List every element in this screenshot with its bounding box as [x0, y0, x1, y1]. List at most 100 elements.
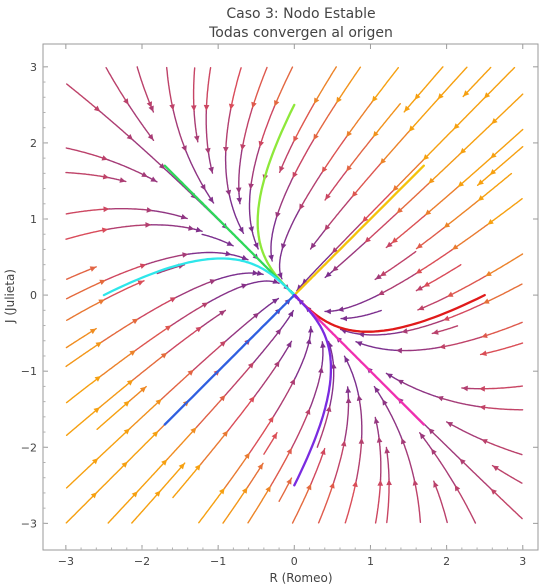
stream-arrow: [148, 105, 154, 112]
stream-arrow: [408, 125, 415, 132]
stream-line: [65, 457, 99, 489]
stream-line: [99, 379, 134, 408]
stream-arrow: [376, 436, 383, 443]
stream-arrow: [195, 226, 203, 233]
stream-arrow: [382, 399, 388, 406]
stream-arrow: [92, 458, 99, 465]
stream-line: [224, 451, 251, 489]
stream-line: [251, 66, 268, 109]
stream-arrow: [306, 483, 312, 491]
stream-arrow: [386, 241, 393, 248]
stream-line: [258, 105, 276, 148]
stream-arrow: [274, 100, 280, 107]
stream-arrow: [351, 190, 358, 198]
stream-arrow: [187, 369, 194, 376]
stream-line: [224, 361, 255, 396]
stream-line: [166, 426, 198, 461]
stream-line: [241, 107, 253, 151]
y-tick-label: 1: [30, 213, 37, 226]
stream-line: [224, 152, 231, 197]
stream-line: [446, 421, 482, 441]
stream-line: [331, 242, 366, 273]
stream-arrow: [147, 133, 154, 141]
chart-subtitle: Todas convergen al origen: [208, 25, 393, 41]
stream-line: [105, 263, 147, 281]
stream-line: [377, 273, 417, 296]
stream-arrow: [378, 290, 385, 296]
stream-arrow: [479, 385, 485, 392]
stream-arrow: [306, 338, 312, 345]
stream-line: [99, 110, 134, 141]
stream-line: [345, 136, 374, 173]
stream-line: [437, 66, 468, 101]
stream-arrow: [392, 185, 399, 192]
stream-arrow: [396, 207, 403, 214]
stream-arrow: [457, 181, 465, 188]
stream-arrow: [490, 488, 497, 495]
stream-line: [248, 188, 254, 234]
stream-arrow: [238, 226, 244, 234]
stream-line: [270, 447, 293, 487]
stream-line: [229, 67, 242, 111]
stream-arrow: [358, 437, 365, 444]
stream-line: [446, 275, 486, 298]
stream-arrow: [332, 265, 339, 272]
stream-arrow: [146, 101, 152, 108]
stream-line: [65, 147, 109, 161]
stream-line: [490, 488, 523, 520]
stream-line: [228, 195, 245, 234]
stream-line: [454, 484, 477, 524]
stream-arrow: [203, 104, 210, 111]
stream-line: [458, 457, 492, 490]
stream-line: [395, 346, 440, 352]
stream-line: [477, 172, 513, 202]
stream-line: [313, 66, 337, 105]
stream-line: [96, 400, 131, 430]
stream-line: [65, 279, 107, 300]
stream-arrow: [401, 438, 407, 445]
stream-arrow: [330, 362, 337, 369]
stream-arrow: [154, 490, 161, 497]
stream-arrow: [346, 130, 352, 138]
stream-arrow: [145, 222, 152, 228]
stream-arrow: [371, 95, 378, 103]
stream-arrow: [275, 328, 282, 335]
stream-line: [459, 123, 493, 155]
plot-frame: [42, 43, 539, 551]
stream-arrow: [253, 242, 259, 249]
stream-arrow: [416, 242, 423, 249]
stream-line: [343, 355, 360, 396]
stream-arrow: [463, 90, 470, 97]
stream-arrow: [380, 158, 386, 165]
stream-line: [396, 183, 430, 215]
stream-line: [451, 224, 489, 251]
stream-arrow: [225, 250, 232, 257]
stream-line: [170, 301, 209, 327]
stream-arrow: [141, 171, 148, 177]
stream-arrow: [268, 254, 274, 261]
trajectory: [256, 103, 296, 297]
stream-arrow: [292, 171, 298, 179]
stream-line: [424, 186, 459, 217]
stream-arrow: [99, 279, 106, 285]
stream-arrow: [324, 224, 331, 231]
stream-line: [136, 66, 153, 109]
stream-arrow: [337, 306, 344, 312]
stream-line: [443, 200, 479, 229]
stream-line: [379, 250, 417, 277]
stream-arrow: [374, 386, 380, 393]
stream-arrow: [94, 376, 101, 382]
stream-arrow: [272, 298, 279, 304]
stream-arrow: [313, 97, 320, 104]
stream-arrow: [331, 247, 338, 254]
stream-arrow: [265, 485, 271, 493]
stream-line: [215, 272, 260, 281]
stream-arrow: [377, 479, 384, 486]
stream-line: [132, 139, 166, 170]
stream-line: [65, 406, 101, 436]
stream-line: [361, 190, 394, 223]
stream-arrow: [289, 378, 295, 386]
stream-arrow: [416, 285, 423, 291]
stream-arrow: [182, 252, 189, 258]
